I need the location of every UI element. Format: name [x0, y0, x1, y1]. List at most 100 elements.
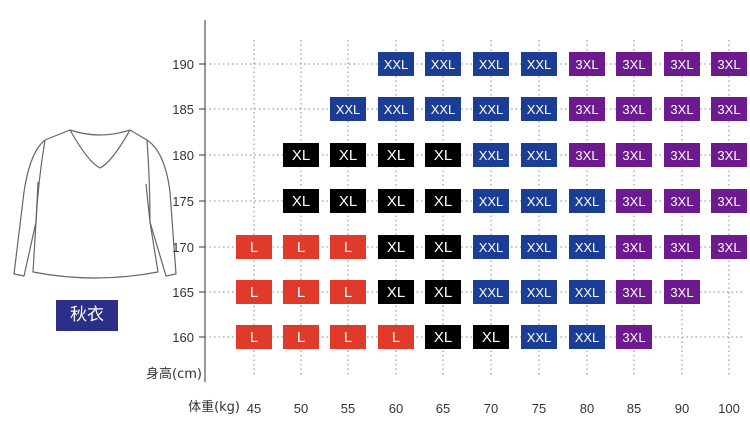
- y-tick-label: 165: [172, 285, 194, 300]
- size-cell-label: XL: [434, 193, 452, 210]
- y-tick-label: 190: [172, 57, 194, 72]
- size-cell-label: L: [250, 284, 258, 301]
- size-cell-label: L: [344, 284, 352, 301]
- size-cell: [664, 280, 700, 304]
- size-cell-label: XXL: [527, 102, 552, 117]
- size-cell: [664, 189, 700, 213]
- size-cell-label: XL: [387, 147, 405, 164]
- size-cell-label: 3XL: [670, 194, 693, 209]
- size-cell-label: XL: [387, 239, 405, 256]
- y-axis-label: 身高(cm): [146, 366, 202, 382]
- size-cell-label: XXL: [527, 194, 552, 209]
- size-cell-label: 3XL: [717, 102, 740, 117]
- size-cell: [521, 97, 557, 121]
- size-cell: [473, 52, 509, 76]
- size-cell: [569, 52, 605, 76]
- size-cell: [425, 235, 461, 259]
- size-cell-label: XL: [292, 193, 310, 210]
- size-cell: [330, 280, 366, 304]
- size-cell: [378, 189, 414, 213]
- size-cell: [711, 52, 747, 76]
- size-cell: [616, 235, 652, 259]
- size-cell: [616, 280, 652, 304]
- size-cell: [283, 189, 319, 213]
- size-cell-label: XXL: [527, 330, 552, 345]
- size-cell-label: XXL: [575, 285, 600, 300]
- x-tick-label: 80: [580, 401, 594, 416]
- size-cell: [330, 189, 366, 213]
- size-cell: [521, 235, 557, 259]
- size-cell: [330, 143, 366, 167]
- size-cell-label: XXL: [527, 285, 552, 300]
- size-cell-label: L: [297, 329, 305, 346]
- x-tick-label: 90: [675, 401, 689, 416]
- size-cell-label: XXL: [527, 57, 552, 72]
- size-cell: [236, 325, 272, 349]
- x-tick-label: 50: [294, 401, 308, 416]
- size-cell: [283, 325, 319, 349]
- size-cell: [616, 325, 652, 349]
- size-cell-label: L: [344, 239, 352, 256]
- size-cell-label: 3XL: [670, 148, 693, 163]
- size-cell-label: XXL: [479, 194, 504, 209]
- x-tick-label: 85: [627, 401, 641, 416]
- size-cell: [283, 143, 319, 167]
- size-cell: [473, 97, 509, 121]
- size-cell: [521, 325, 557, 349]
- size-cell-label: XL: [339, 193, 357, 210]
- size-cell-label: 3XL: [622, 57, 645, 72]
- size-cell-label: XXL: [479, 148, 504, 163]
- size-cell: [425, 189, 461, 213]
- size-cell-label: XXL: [479, 285, 504, 300]
- size-cell: [378, 235, 414, 259]
- shirt-illustration: [13, 129, 177, 279]
- size-cell-label: XL: [434, 147, 452, 164]
- size-cell: [521, 280, 557, 304]
- size-cell: [378, 52, 414, 76]
- size-cell: [236, 235, 272, 259]
- size-cell: [569, 97, 605, 121]
- x-tick-label: 45: [247, 401, 261, 416]
- x-tick-label: 60: [389, 401, 403, 416]
- size-cell: [425, 97, 461, 121]
- x-tick-label: 100: [718, 401, 740, 416]
- size-cell-label: XXL: [575, 194, 600, 209]
- size-cell-label: 3XL: [622, 148, 645, 163]
- size-cell: [283, 280, 319, 304]
- size-cell-label: XL: [292, 147, 310, 164]
- size-cell: [616, 97, 652, 121]
- size-cell: [616, 143, 652, 167]
- size-cell-label: 3XL: [575, 148, 598, 163]
- size-cell: [664, 235, 700, 259]
- size-cell: [569, 280, 605, 304]
- size-cell-label: L: [344, 329, 352, 346]
- size-cell: [378, 97, 414, 121]
- size-cell-label: XXL: [527, 240, 552, 255]
- size-cell-label: 3XL: [717, 240, 740, 255]
- size-cell: [569, 143, 605, 167]
- size-cell-label: L: [297, 284, 305, 301]
- x-tick-label: 55: [341, 401, 355, 416]
- size-cell: [236, 280, 272, 304]
- size-cell: [473, 143, 509, 167]
- size-cell-label: XXL: [479, 240, 504, 255]
- size-cell: [711, 189, 747, 213]
- size-cell: [425, 280, 461, 304]
- size-cell: [664, 52, 700, 76]
- size-cell: [473, 280, 509, 304]
- size-cell-label: XXL: [479, 102, 504, 117]
- size-cell: [664, 143, 700, 167]
- size-cell-label: L: [297, 239, 305, 256]
- size-cell-label: XL: [434, 239, 452, 256]
- size-cell-label: XXL: [575, 330, 600, 345]
- size-cell: [473, 325, 509, 349]
- size-cell-label: 3XL: [622, 240, 645, 255]
- size-cell-label: L: [250, 329, 258, 346]
- size-cell: [711, 143, 747, 167]
- size-cell-label: XL: [339, 147, 357, 164]
- y-tick-label: 180: [172, 148, 194, 163]
- size-cell-label: L: [250, 239, 258, 256]
- size-cell-label: 3XL: [622, 330, 645, 345]
- x-axis-label: 体重(kg): [188, 399, 240, 415]
- size-cell-label: XXL: [336, 102, 361, 117]
